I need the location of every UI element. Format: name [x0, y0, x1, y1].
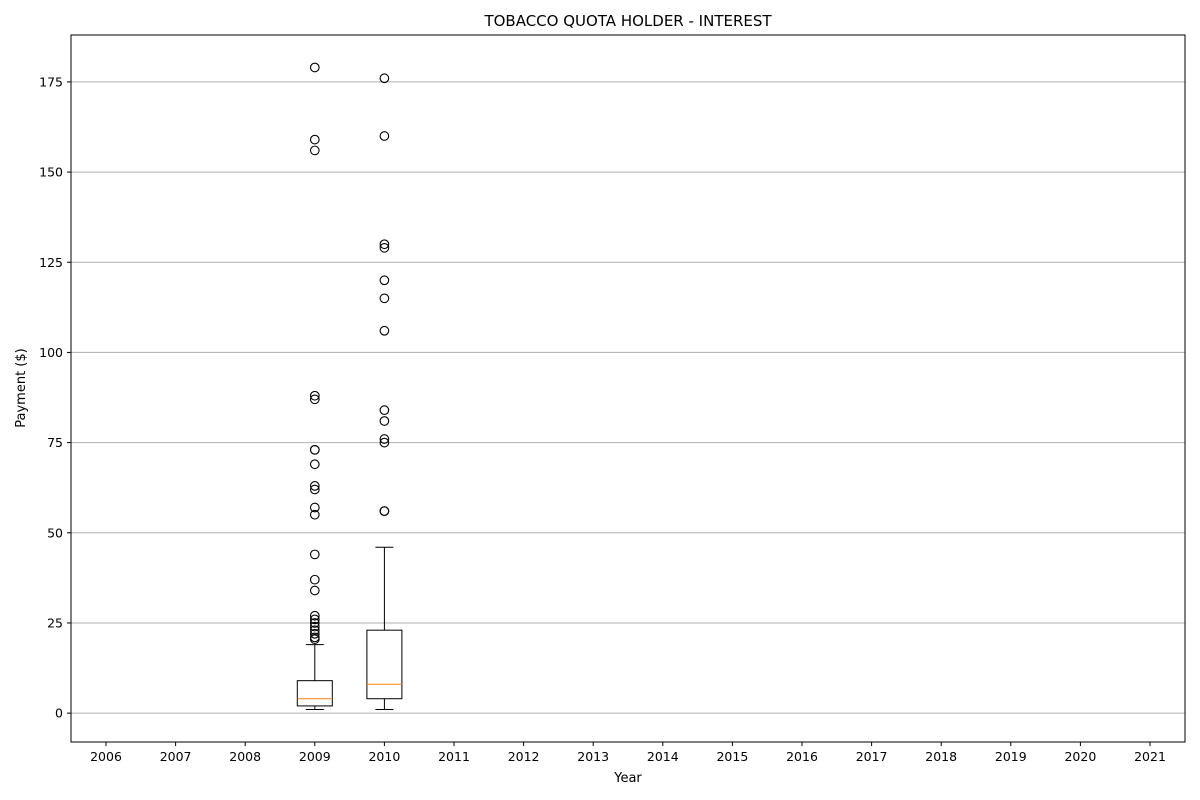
x-tick-label: 2021: [1134, 749, 1166, 764]
flier-point: [309, 628, 320, 639]
y-tick-label: 50: [47, 525, 63, 540]
flier-point: [379, 131, 390, 141]
x-tick-label: 2008: [229, 749, 261, 764]
plot-frame: [70, 34, 1186, 743]
x-tick-label: 2013: [577, 749, 609, 764]
x-tick-label: 2018: [925, 749, 957, 764]
flier-point: [309, 549, 320, 560]
flier-point: [379, 434, 390, 444]
box-iqr: [366, 629, 403, 700]
flier-point: [379, 73, 390, 84]
x-tick-label: 2017: [856, 749, 888, 764]
flier-point: [379, 239, 390, 250]
y-tick-label: 0: [55, 706, 63, 721]
x-tick-label: 2012: [508, 749, 540, 764]
flier-point: [309, 509, 320, 520]
x-tick-label: 2009: [299, 749, 331, 764]
x-tick-label: 2011: [438, 749, 470, 764]
x-axis-label: Year: [613, 771, 642, 786]
y-tick-label: 125: [39, 255, 63, 270]
flier-point: [309, 614, 320, 625]
flier-point: [309, 481, 320, 491]
flier-point: [309, 459, 320, 470]
flier-point: [309, 134, 320, 145]
x-tick-label: 2016: [786, 749, 818, 764]
x-tick-label: 2010: [368, 749, 400, 764]
flier-point: [309, 390, 320, 401]
box-2010: [366, 73, 403, 711]
flier-point: [309, 62, 320, 73]
flier-point: [379, 275, 390, 286]
y-tick-label: 75: [47, 435, 63, 450]
y-axis: 0 25 50 75 100 125 150 175: [39, 74, 71, 721]
flier-point: [309, 610, 320, 621]
x-tick-label: 2007: [160, 749, 192, 764]
x-tick-label: 2020: [1064, 749, 1096, 764]
flier-point: [379, 325, 390, 336]
grid-lines: [71, 81, 1185, 714]
flier-point: [379, 293, 390, 304]
flier-point: [379, 405, 390, 415]
x-tick-label: 2019: [995, 749, 1027, 764]
flier-point: [309, 145, 320, 156]
flier-point: [309, 634, 320, 645]
y-tick-label: 100: [39, 345, 63, 360]
flier-point: [309, 484, 320, 495]
flier-point: [379, 506, 390, 516]
box-iqr: [296, 680, 333, 707]
chart-title: TOBACCO QUOTA HOLDER - INTEREST: [483, 12, 772, 30]
flier-point: [379, 416, 390, 426]
y-tick-label: 150: [39, 165, 63, 180]
x-tick-label: 2015: [716, 749, 748, 764]
flier-point: [309, 394, 320, 405]
y-tick-label: 175: [39, 74, 63, 89]
y-axis-label: Payment ($): [14, 348, 29, 427]
plot-marks: [296, 62, 403, 711]
flier-point: [309, 502, 320, 513]
box-2009: [296, 62, 333, 711]
x-tick-label: 2014: [647, 749, 679, 764]
x-tick-label: 2006: [90, 749, 122, 764]
flier-point: [379, 242, 390, 253]
flier-point: [309, 574, 320, 585]
flier-point: [379, 437, 390, 448]
flier-point: [309, 618, 320, 628]
flier-point: [309, 585, 320, 596]
x-axis: 2006 2007 2008 2009 2010 2011 2012 2013 2014 2015…: [90, 742, 1166, 764]
y-tick-label: 25: [47, 615, 63, 630]
flier-point: [309, 621, 320, 632]
flier-point: [309, 444, 320, 455]
